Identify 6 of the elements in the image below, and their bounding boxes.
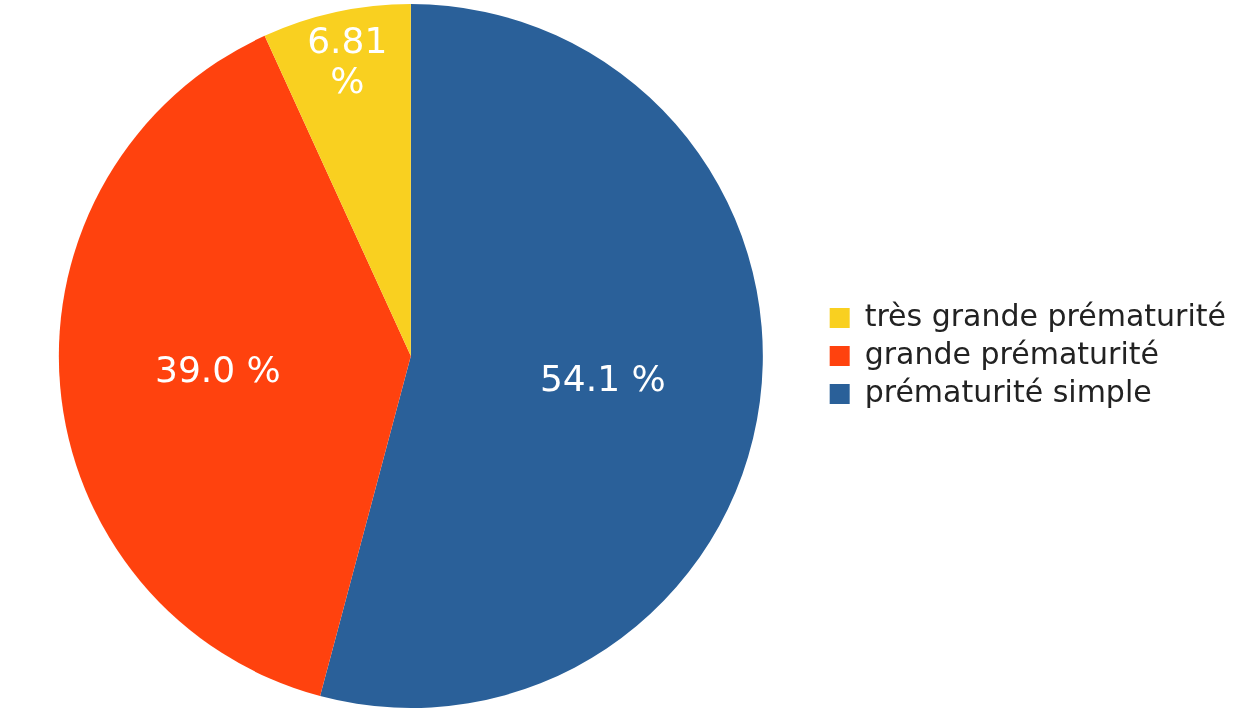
data-label: 54.1 % [539,357,666,399]
legend-label: très grande prématurité [864,297,1227,333]
data-label: 39.0 % [155,348,281,390]
legend-label: prématurité simple [864,373,1152,409]
data-label: 6.81 % [307,19,388,101]
legend-label: grande prématurité [864,335,1159,371]
